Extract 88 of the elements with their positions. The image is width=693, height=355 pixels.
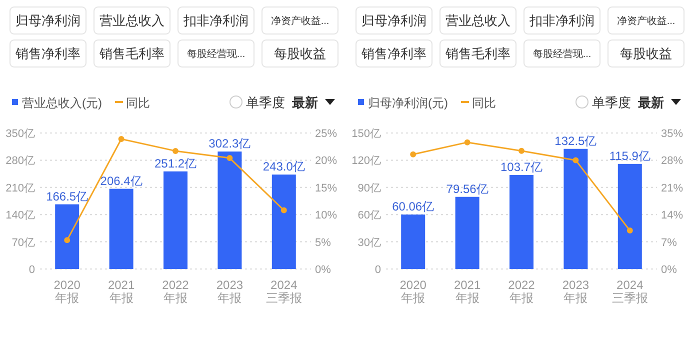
y2-tick-label: 0%: [315, 264, 332, 276]
y-tick-label: 70亿: [12, 236, 35, 249]
button: 归母净利润: [356, 6, 432, 34]
button: 营业总收入: [440, 6, 516, 34]
button: 销售毛利率: [94, 40, 170, 68]
x-tick-label: 2024 三季报: [612, 278, 648, 305]
point: [226, 155, 233, 162]
bar: [618, 164, 642, 269]
point: [626, 228, 633, 234]
button: 每股收益: [608, 40, 684, 68]
data-label: 206.4亿: [100, 174, 142, 188]
x-tick-label: 2022 年报: [162, 278, 190, 305]
bar: [55, 204, 80, 269]
bar: [164, 171, 188, 269]
text: 单季度: [592, 95, 631, 110]
bar: [401, 214, 426, 269]
button: 扣非净利润: [524, 6, 600, 34]
y2-tick-label: 28%: [661, 155, 684, 168]
legend-label: 同比: [126, 96, 150, 110]
y-tick-label: 120亿: [352, 155, 381, 168]
y2-tick-label: 25%: [315, 128, 338, 140]
data-label: 243.0亿: [262, 160, 305, 174]
y2-tick-label: 5%: [315, 236, 332, 249]
data-label: 103.7亿: [500, 160, 543, 174]
y-tick-label: 350亿: [6, 128, 35, 140]
legend-label: 同比: [472, 96, 496, 110]
y2-tick-label: 15%: [315, 182, 338, 194]
x-tick-label: 2023 年报: [216, 278, 244, 305]
button: 销售净利率: [10, 40, 86, 68]
data-label: 79.56亿: [446, 182, 488, 196]
point: [64, 237, 70, 244]
y-tick-label: 140亿: [6, 210, 35, 222]
text: 最新: [637, 95, 664, 110]
point: [518, 148, 524, 154]
y-tick-label: 210亿: [6, 182, 35, 194]
point: [172, 148, 178, 154]
y2-tick-label: 35%: [661, 128, 684, 140]
point: [410, 151, 416, 158]
x-tick-label: 2020 年报: [400, 278, 427, 305]
bar: [109, 188, 134, 269]
y-tick-label: 0: [28, 264, 35, 276]
data-label: 115.9亿: [609, 148, 650, 163]
button: 扣非净利润: [178, 6, 254, 34]
button: 净资产收益...: [262, 6, 338, 34]
button: 销售毛利率: [440, 40, 516, 68]
bar: [455, 196, 480, 269]
x-tick-label: 2023 年报: [562, 278, 590, 305]
y-tick-label: 30亿: [358, 236, 381, 249]
legend-label: 归母净利润(元): [368, 96, 448, 110]
y-tick-label: 60亿: [358, 210, 381, 222]
button: 销售净利率: [356, 40, 432, 68]
point: [464, 139, 470, 146]
bar: [510, 174, 534, 269]
button: 归母净利润: [10, 6, 86, 34]
button: 每股经营现...: [178, 40, 254, 68]
y2-tick-label: 0%: [661, 264, 678, 276]
data-label: 302.3亿: [208, 136, 251, 151]
y2-tick-label: 21%: [661, 182, 684, 194]
data-label: 251.2亿: [154, 156, 197, 170]
y2-tick-label: 10%: [315, 210, 338, 222]
data-label: 60.06亿: [392, 200, 434, 214]
data-label: 132.5亿: [554, 134, 597, 148]
y-tick-label: 90亿: [358, 182, 381, 194]
legend-label: 营业总收入(元): [22, 96, 102, 110]
x-tick-label: 2020 年报: [54, 278, 81, 305]
point: [572, 157, 579, 164]
y-tick-label: 280亿: [6, 155, 35, 168]
point: [118, 136, 124, 142]
data-label: 166.5亿: [46, 189, 88, 204]
bar: [564, 148, 588, 269]
x-tick-label: 2021 年报: [108, 278, 135, 305]
button: 每股收益: [262, 40, 338, 68]
bar: [272, 174, 296, 269]
button: 净资产收益...: [608, 6, 684, 34]
y2-tick-label: 14%: [661, 210, 684, 222]
y-tick-label: 150亿: [352, 128, 381, 140]
x-tick-label: 2024 三季报: [266, 278, 302, 305]
x-tick-label: 2022 年报: [508, 278, 536, 305]
bar: [218, 152, 242, 269]
point: [280, 207, 287, 214]
button: 每股经营现...: [524, 40, 600, 68]
text: 单季度: [246, 95, 285, 110]
y2-tick-label: 20%: [315, 155, 338, 168]
button: 营业总收入: [94, 6, 170, 34]
x-tick-label: 2021 年报: [454, 278, 481, 305]
text: 最新: [291, 95, 318, 110]
y2-tick-label: 7%: [661, 236, 678, 249]
y-tick-label: 0: [374, 264, 381, 276]
